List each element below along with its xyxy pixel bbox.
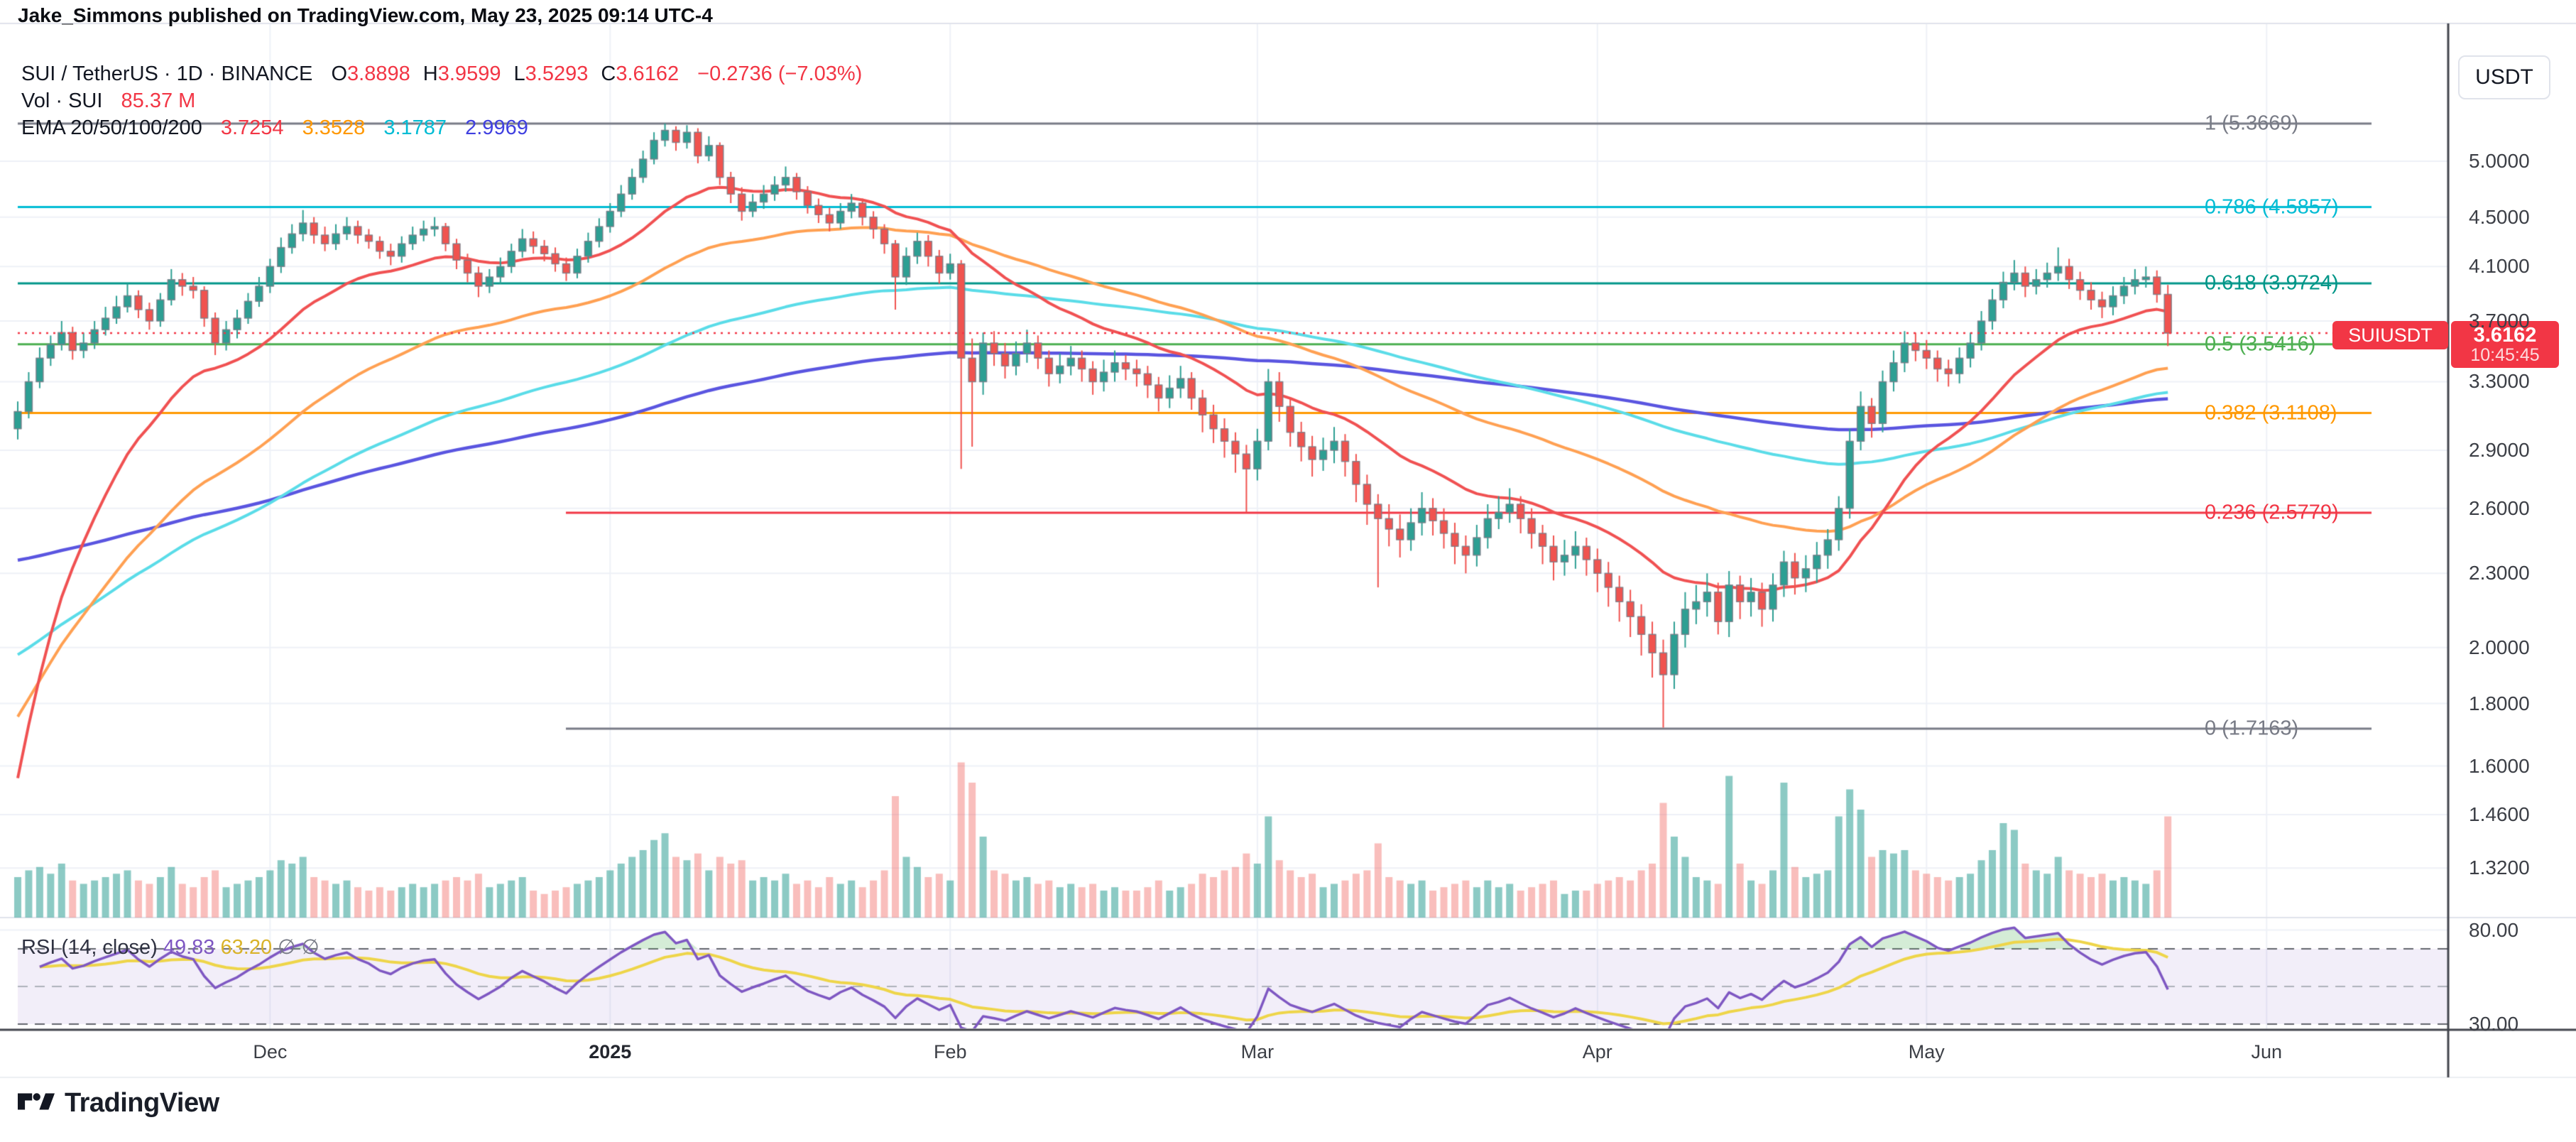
rsi-ma-value: 63.20 — [220, 936, 273, 959]
price-axis-tick: 2.9000 — [2469, 439, 2530, 462]
price-axis-tick: 5.0000 — [2469, 149, 2530, 172]
last-price-value: 3.6162 — [2473, 323, 2537, 347]
fib-level-label: 0.618 (3.9724) — [2205, 271, 2339, 295]
price-axis-tick: 1.8000 — [2469, 692, 2530, 714]
last-price-symbol-tag: SUIUSDT — [2332, 321, 2448, 349]
tradingview-attribution[interactable]: TradingView — [18, 1088, 219, 1119]
symbol-legend-row[interactable]: SUI / TetherUS · 1D · BINANCE O3.8898 H3… — [21, 62, 862, 86]
fib-level-label: 0 (1.7163) — [2205, 717, 2299, 740]
rsi-legend-row[interactable]: RSI (14, close) 49.83 63.20 ∅ ∅ — [21, 935, 320, 959]
low-label: L — [513, 62, 525, 85]
high-value: 3.9599 — [437, 62, 501, 85]
price-axis-tick: 2.0000 — [2469, 636, 2530, 658]
volume-label: Vol · SUI — [21, 89, 103, 112]
close-label: C — [601, 62, 616, 85]
high-label: H — [422, 62, 438, 85]
volume-legend-row[interactable]: Vol · SUI 85.37 M — [21, 89, 195, 113]
time-axis-tick: Dec — [253, 1041, 288, 1062]
ema-label: EMA 20/50/100/200 — [21, 116, 202, 139]
price-axis-tick: 4.1000 — [2469, 255, 2530, 278]
price-axis-tick: 1.4600 — [2469, 803, 2530, 825]
ema200-value: 2.9969 — [465, 116, 528, 139]
rsi-empty-icon-2: ∅ — [301, 936, 320, 959]
rsi-title: RSI (14, close) — [21, 936, 158, 959]
symbol-title: SUI / TetherUS · 1D · BINANCE — [21, 62, 313, 85]
volume-value: 85.37 M — [121, 89, 196, 112]
tradingview-logo-icon — [18, 1091, 55, 1116]
tradingview-logo-text: TradingView — [65, 1088, 219, 1118]
open-value: 3.8898 — [347, 62, 410, 85]
currency-toggle-button[interactable]: USDT — [2458, 55, 2550, 99]
close-value: 3.6162 — [616, 62, 680, 85]
ema100-value: 3.1787 — [383, 116, 447, 139]
publication-title: Jake_Simmons published on TradingView.co… — [18, 4, 713, 26]
last-price-badge[interactable]: 3.6162 10:45:45 — [2451, 321, 2559, 368]
rsi-empty-icon: ∅ — [278, 936, 296, 959]
low-value: 3.5293 — [525, 62, 589, 85]
price-axis-tick: 2.3000 — [2469, 562, 2530, 584]
time-axis-tick: Apr — [1582, 1041, 1612, 1062]
rsi-axis-tick: 30.00 — [2469, 1013, 2519, 1035]
rsi-axis-tick: 80.00 — [2469, 918, 2519, 941]
bar-countdown: 10:45:45 — [2470, 345, 2540, 366]
time-axis-tick: May — [1908, 1041, 1945, 1062]
change-value: −0.2736 (−7.03%) — [697, 62, 863, 85]
time-axis-tick: Jun — [2251, 1041, 2283, 1062]
price-axis-tick: 2.6000 — [2469, 496, 2530, 519]
price-axis-tick: 3.3000 — [2469, 370, 2530, 393]
fib-level-label: 0.382 (3.1108) — [2205, 401, 2337, 425]
price-axis-tick: 3.7000 — [2469, 309, 2530, 332]
ema-legend-row[interactable]: EMA 20/50/100/200 3.7254 3.3528 3.1787 2… — [21, 116, 528, 140]
fib-level-label: 1 (5.3669) — [2205, 112, 2299, 135]
fib-level-label: 0.236 (2.5779) — [2205, 501, 2339, 524]
pane-resize-handle[interactable] — [0, 913, 2448, 922]
fib-level-label: 0.786 (4.5857) — [2205, 195, 2339, 219]
time-axis-tick: Mar — [1240, 1041, 1275, 1062]
price-axis-tick: 1.6000 — [2469, 754, 2530, 777]
fib-level-label: 0.5 (3.5416) — [2205, 332, 2316, 356]
open-label: O — [331, 62, 348, 85]
price-axis-tick: 4.5000 — [2469, 205, 2530, 228]
ema50-value: 3.3528 — [302, 116, 366, 139]
rsi-value: 49.83 — [163, 936, 215, 959]
time-axis-tick: Feb — [933, 1041, 967, 1062]
time-axis-tick: 2025 — [589, 1041, 632, 1062]
time-axis[interactable] — [0, 1031, 2576, 1077]
price-axis-tick: 1.3200 — [2469, 856, 2530, 879]
ema20-value: 3.7254 — [220, 116, 284, 139]
